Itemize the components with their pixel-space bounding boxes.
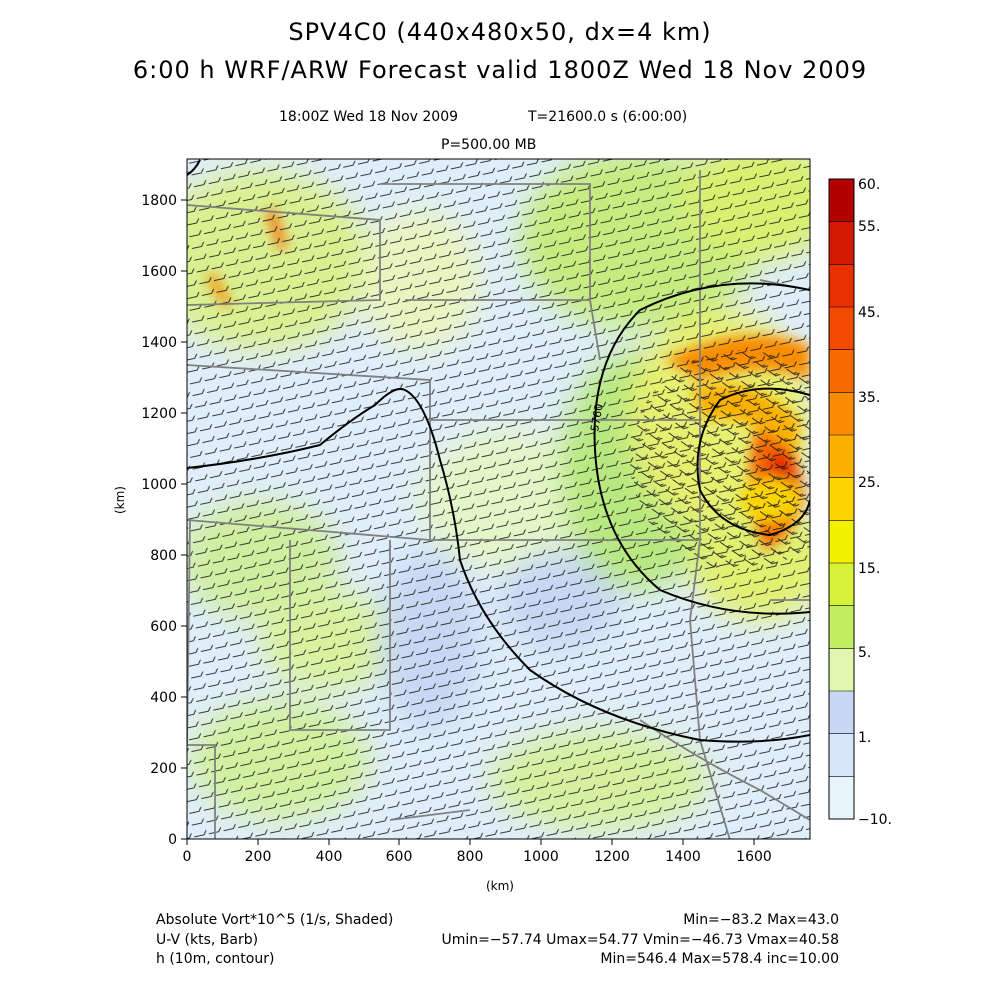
legend-field-height: h (10m, contour) bbox=[156, 951, 275, 967]
y-tick-label: 1200 bbox=[141, 406, 177, 422]
map-frame bbox=[186, 158, 811, 840]
colorbar-segment bbox=[829, 520, 854, 564]
x-tick-label: 1400 bbox=[665, 849, 701, 865]
x-axis-label: (km) bbox=[486, 879, 514, 893]
colorbar-segment bbox=[829, 307, 854, 351]
y-tick-label: 1600 bbox=[141, 264, 177, 280]
height-contours bbox=[187, 159, 810, 743]
title-line-2: 6:00 h WRF/ARW Forecast valid 1800Z Wed … bbox=[132, 56, 868, 84]
legend-vorticity-stats: Min=−83.2 Max=43.0 bbox=[683, 912, 839, 928]
colorbar-label: 35. bbox=[858, 390, 880, 406]
colorbar-frame bbox=[828, 178, 855, 820]
colorbar-segment bbox=[829, 691, 854, 735]
y-tick-label: 800 bbox=[150, 548, 177, 564]
y-tick-label: 600 bbox=[150, 619, 177, 635]
y-tick-label: 1400 bbox=[141, 335, 177, 351]
x-tick-label: 400 bbox=[316, 849, 343, 865]
colorbar-label: 45. bbox=[858, 305, 880, 321]
x-tick-label: 200 bbox=[245, 849, 272, 865]
colorbar-segment bbox=[829, 435, 854, 479]
y-axis-label: (km) bbox=[113, 486, 127, 514]
forecast-time-label: T=21600.0 s (6:00:00) bbox=[528, 109, 688, 125]
colorbar-segment bbox=[829, 392, 854, 436]
legend-field-wind: U-V (kts, Barb) bbox=[156, 932, 259, 948]
colorbar-segment bbox=[829, 264, 854, 308]
colorbar-segment bbox=[829, 733, 854, 777]
colorbar-label: 5. bbox=[858, 645, 871, 661]
legend-field-vorticity: Absolute Vort*10^5 (1/s, Shaded) bbox=[156, 912, 394, 928]
colorbar-segment bbox=[829, 563, 854, 607]
pressure-level-label: P=500.00 MB bbox=[441, 137, 537, 153]
colorbar-label: 1. bbox=[858, 730, 871, 746]
legend-height-stats: Min=546.4 Max=578.4 inc=10.00 bbox=[600, 951, 839, 967]
colorbar-segment bbox=[829, 477, 854, 521]
x-tick-label: 1200 bbox=[594, 849, 630, 865]
title-line-1: SPV4C0 (440x480x50, dx=4 km) bbox=[288, 18, 712, 46]
colorbar-label: 25. bbox=[858, 475, 880, 491]
valid-time-label: 18:00Z Wed 18 Nov 2009 bbox=[279, 109, 459, 125]
x-tick-label: 800 bbox=[457, 849, 484, 865]
colorbar-label: 55. bbox=[858, 219, 880, 235]
colorbar-segment bbox=[829, 776, 854, 820]
y-tick-label: 0 bbox=[168, 832, 177, 848]
wind-barbs bbox=[187, 159, 810, 839]
colorbar bbox=[829, 179, 854, 820]
colorbar-label: 60. bbox=[858, 177, 880, 193]
colorbar-segment bbox=[829, 648, 854, 692]
x-tick-label: 1600 bbox=[736, 849, 772, 865]
y-tick-label: 1000 bbox=[141, 477, 177, 493]
legend-wind-stats: Umin=−57.74 Umax=54.77 Vmin=−46.73 Vmax=… bbox=[441, 932, 839, 948]
colorbar-label: −10. bbox=[858, 812, 892, 828]
x-tick-label: 600 bbox=[386, 849, 413, 865]
colorbar-segment bbox=[829, 349, 854, 393]
x-tick-label: 0 bbox=[183, 849, 192, 865]
y-tick-label: 1800 bbox=[141, 193, 177, 209]
x-tick-label: 1000 bbox=[523, 849, 559, 865]
colorbar-label: 15. bbox=[858, 561, 880, 577]
colorbar-segment bbox=[829, 605, 854, 649]
colorbar-segment bbox=[829, 221, 854, 265]
colorbar-segment bbox=[829, 179, 854, 223]
contour-label: 5760 bbox=[588, 403, 606, 433]
forecast-map: 5760 0 200 400 600 800 1000 1200 1400 16… bbox=[113, 158, 892, 893]
y-tick-label: 400 bbox=[150, 690, 177, 706]
y-tick-label: 200 bbox=[150, 761, 177, 777]
axis-ticks bbox=[181, 199, 755, 845]
